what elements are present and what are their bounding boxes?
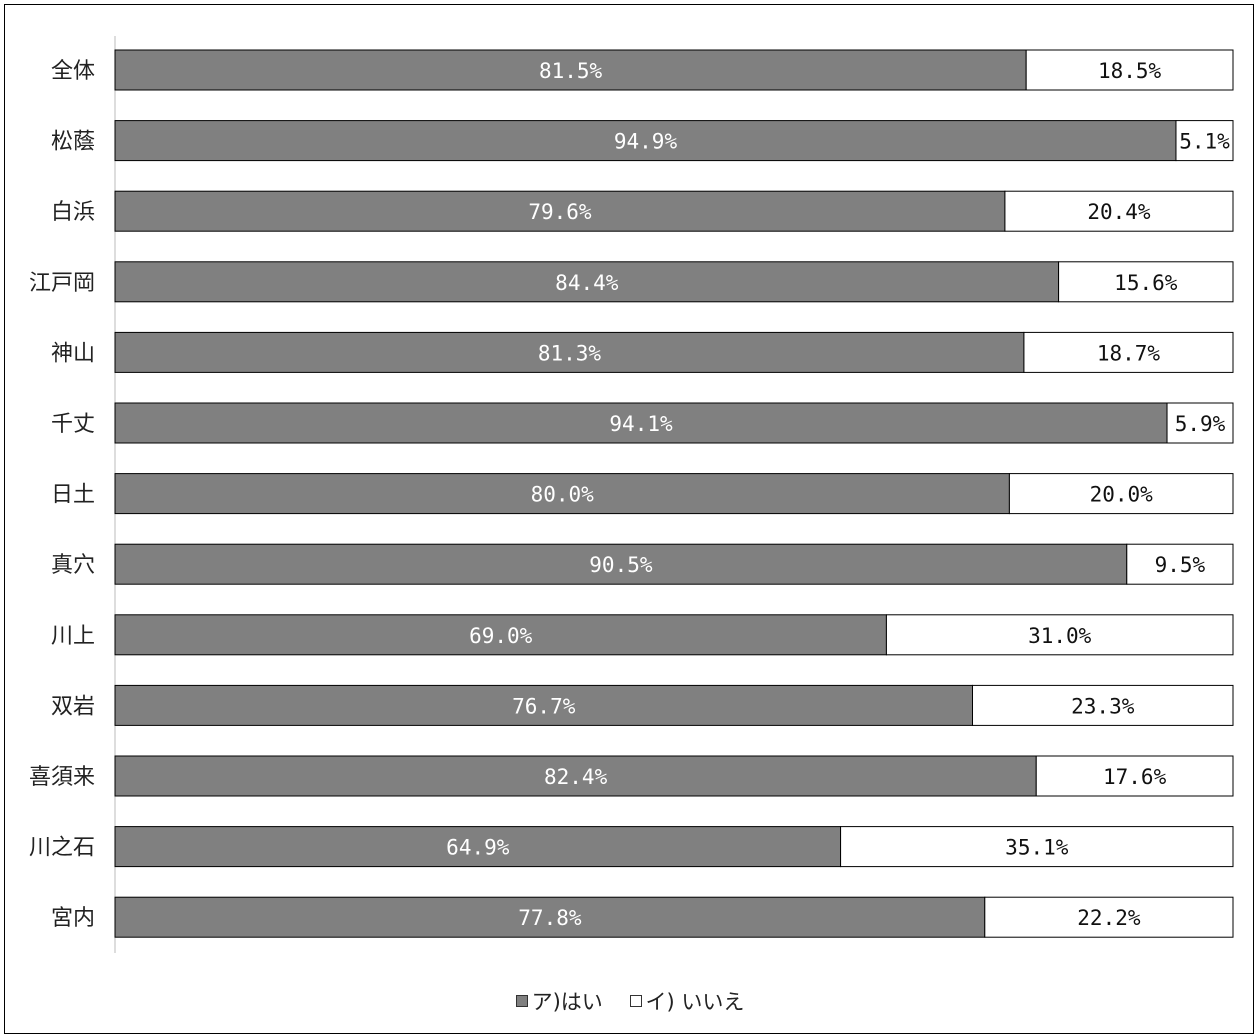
category-label: 川之石 xyxy=(29,836,95,861)
legend-label-no: イ) いいえ xyxy=(645,990,745,1014)
category-label: 双岩 xyxy=(51,694,95,719)
bar-yes xyxy=(114,614,887,656)
category-label: 宮内 xyxy=(51,906,95,931)
data-label-no: 20.4% xyxy=(1087,200,1151,224)
data-label-yes: 79.6% xyxy=(528,200,592,224)
data-label-no: 35.1% xyxy=(1005,836,1069,860)
data-label-no: 5.1% xyxy=(1179,130,1230,154)
category-label: 松蔭 xyxy=(51,130,95,155)
data-label-yes: 81.3% xyxy=(538,341,602,365)
bar-yes xyxy=(114,755,1037,797)
data-label-no: 15.6% xyxy=(1114,271,1178,295)
data-label-yes: 81.5% xyxy=(539,59,603,83)
bar-yes xyxy=(114,684,974,726)
bar-no xyxy=(972,684,1234,726)
category-label: 白浜 xyxy=(51,200,95,225)
data-label-no: 5.9% xyxy=(1175,412,1226,436)
legend-label-yes: ア)はい xyxy=(531,990,603,1014)
data-label-yes: 82.4% xyxy=(544,765,608,789)
bar-yes xyxy=(114,543,1128,585)
bar-yes xyxy=(114,473,1010,515)
legend: ア)はい イ) いいえ xyxy=(0,986,1260,1016)
category-label: 日土 xyxy=(51,483,95,508)
data-label-yes: 69.0% xyxy=(469,624,533,648)
bar-no xyxy=(1035,755,1234,797)
category-label: 江戸岡 xyxy=(29,271,95,296)
bar-no xyxy=(1058,261,1234,303)
category-label: 喜須来 xyxy=(29,765,95,790)
data-label-no: 17.6% xyxy=(1103,765,1167,789)
bar-yes xyxy=(114,331,1025,373)
bar-no xyxy=(984,896,1234,938)
data-label-no: 20.0% xyxy=(1090,483,1154,507)
bar-no xyxy=(1023,331,1234,373)
data-label-no: 18.5% xyxy=(1098,59,1162,83)
bar-yes xyxy=(114,190,1006,232)
category-label: 神山 xyxy=(51,341,95,366)
data-label-no: 23.3% xyxy=(1071,694,1135,718)
bar-yes xyxy=(114,826,842,868)
bar-no xyxy=(1126,543,1234,585)
legend-item-no: イ) いいえ xyxy=(629,986,745,1016)
bar-no xyxy=(840,826,1234,868)
data-label-yes: 77.8% xyxy=(518,906,582,930)
legend-item-yes: ア)はい xyxy=(515,986,603,1016)
data-label-no: 22.2% xyxy=(1077,906,1141,930)
data-label-yes: 94.9% xyxy=(614,130,678,154)
data-label-yes: 80.0% xyxy=(531,483,595,507)
bar-yes xyxy=(114,261,1060,303)
category-label: 真穴 xyxy=(51,553,95,578)
bar-no xyxy=(1004,190,1234,232)
bar-no xyxy=(1025,49,1234,91)
bar-no xyxy=(885,614,1234,656)
bar-yes xyxy=(114,896,986,938)
bar-no xyxy=(1008,473,1234,515)
data-label-yes: 84.4% xyxy=(555,271,619,295)
data-label-yes: 90.5% xyxy=(589,553,653,577)
data-label-no: 31.0% xyxy=(1028,624,1092,648)
bar-no xyxy=(1166,402,1234,444)
bar-yes xyxy=(114,49,1027,91)
legend-swatch-no xyxy=(629,995,642,1007)
bar-no xyxy=(1175,120,1234,162)
data-label-yes: 76.7% xyxy=(512,694,576,718)
data-label-yes: 94.1% xyxy=(609,412,673,436)
data-label-yes: 64.9% xyxy=(446,836,510,860)
data-label-no: 9.5% xyxy=(1155,553,1206,577)
category-label: 千丈 xyxy=(51,412,95,437)
bar-yes xyxy=(114,402,1168,444)
data-label-no: 18.7% xyxy=(1097,341,1161,365)
category-label: 全体 xyxy=(51,59,95,84)
legend-swatch-yes xyxy=(515,995,528,1007)
category-label: 川上 xyxy=(51,624,95,649)
